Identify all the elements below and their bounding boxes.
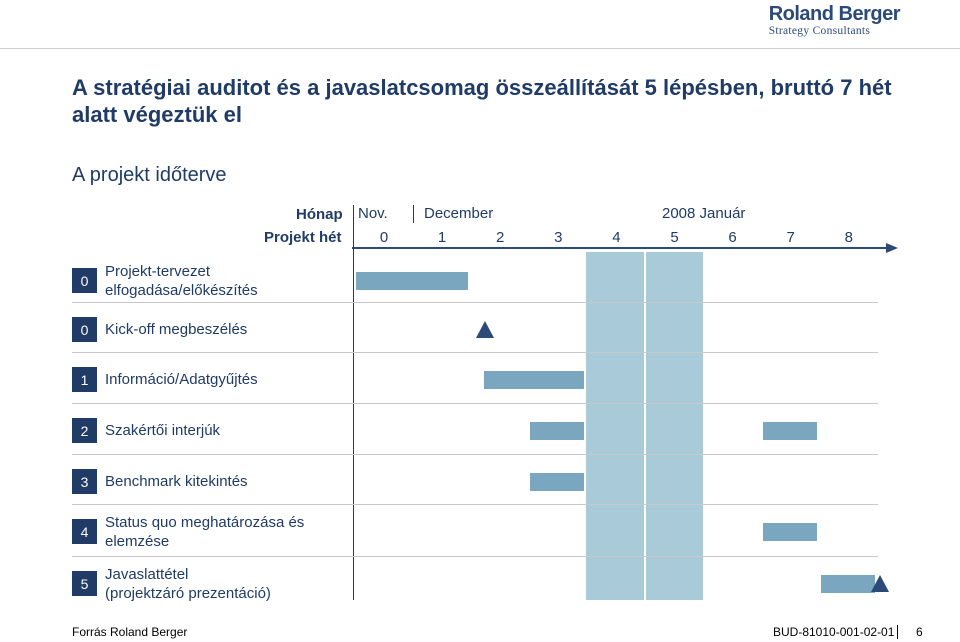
gantt-bar: [820, 574, 875, 593]
shaded-week-4: [586, 252, 645, 600]
month-december: December: [424, 205, 494, 222]
header-divider: [0, 48, 960, 49]
week-number-6: 6: [728, 229, 737, 246]
task-label: Információ/Adatgyűjtés: [105, 370, 258, 389]
gantt-bar: [483, 370, 585, 389]
week-number-0: 0: [379, 229, 389, 246]
slide-subtitle: A projekt időterve: [72, 164, 227, 186]
task-label: Benchmark kitekintés: [105, 472, 248, 491]
task-label-line: Szakértői interjúk: [105, 422, 221, 439]
gantt-bar: [530, 421, 585, 440]
timeline-axis: [352, 247, 890, 249]
shaded-week-5: [644, 252, 703, 600]
gantt-bar: [356, 271, 469, 290]
shaded-week-divider: [644, 252, 646, 600]
week-number-5: 5: [670, 229, 679, 246]
footer-separator: [897, 625, 898, 639]
row-separator: [72, 454, 878, 455]
step-number-badge: 4: [72, 519, 97, 544]
month-january-2008: 2008 Január: [662, 205, 746, 222]
logo-tagline: Strategy Consultants: [768, 25, 871, 37]
task-label-line: Benchmark kitekintés: [105, 473, 248, 490]
gantt-bar: [762, 421, 817, 440]
task-label: Kick-off megbeszélés: [105, 320, 247, 339]
step-number-badge: 0: [72, 317, 97, 342]
month-nov: Nov.: [358, 205, 388, 222]
row-separator: [72, 352, 878, 353]
month-row-label: Hónap: [296, 206, 343, 223]
step-number-badge: 1: [72, 367, 97, 392]
step-number-badge: 0: [72, 268, 97, 293]
task-label-line: elemzése: [105, 532, 170, 550]
timeline-arrowhead: [886, 243, 898, 253]
task-label-line: (projektzáró prezentáció): [105, 584, 271, 602]
roland-berger-logo: Roland Berger Strategy Consultants: [768, 3, 901, 37]
week-row-label: Projekt hét: [264, 229, 342, 246]
task-label-line: Javaslattétel: [105, 565, 189, 583]
task-label-line: Status quo meghatározása és: [105, 513, 305, 531]
row-separator: [72, 302, 878, 303]
row-separator: [72, 403, 878, 404]
week-number-8: 8: [844, 229, 853, 246]
week-number-3: 3: [554, 229, 563, 246]
slide-title: A stratégiai auditot és a javaslatcsomag…: [72, 75, 892, 127]
month-divider: [413, 205, 414, 223]
task-label: Javaslattétel (projektzáró prezentáció): [105, 565, 271, 603]
milestone-triangle-icon: [870, 575, 889, 592]
step-number-badge: 3: [72, 469, 97, 494]
week-number-7: 7: [786, 229, 795, 246]
row-separator: [72, 504, 878, 505]
gantt-bar: [762, 522, 817, 541]
task-label-line: elfogadása/előkészítés: [105, 281, 258, 299]
task-label-line: Projekt-tervezet: [105, 262, 211, 280]
task-label: Status quo meghatározása és elemzése: [105, 513, 304, 551]
task-label: Projekt-tervezet elfogadása/előkészítés: [105, 262, 258, 300]
week-number-2: 2: [496, 229, 505, 246]
logo-wordmark: Roland Berger: [768, 3, 901, 25]
milestone-triangle-icon: [475, 321, 494, 338]
week-number-4: 4: [612, 229, 621, 246]
source-note: Forrás Roland Berger: [72, 625, 188, 639]
document-code: BUD-81010-001-02-01: [773, 625, 895, 639]
task-label-line: Kick-off megbeszélés: [105, 321, 248, 338]
row-separator: [72, 556, 878, 557]
page-number: 6: [916, 625, 923, 639]
step-number-badge: 5: [72, 571, 97, 596]
task-label-line: Információ/Adatgyűjtés: [105, 371, 258, 388]
timeline-left-border: [353, 205, 354, 600]
week-number-1: 1: [437, 229, 447, 246]
task-label: Szakértői interjúk: [105, 421, 220, 440]
step-number-badge: 2: [72, 418, 97, 443]
gantt-bar: [530, 472, 585, 491]
